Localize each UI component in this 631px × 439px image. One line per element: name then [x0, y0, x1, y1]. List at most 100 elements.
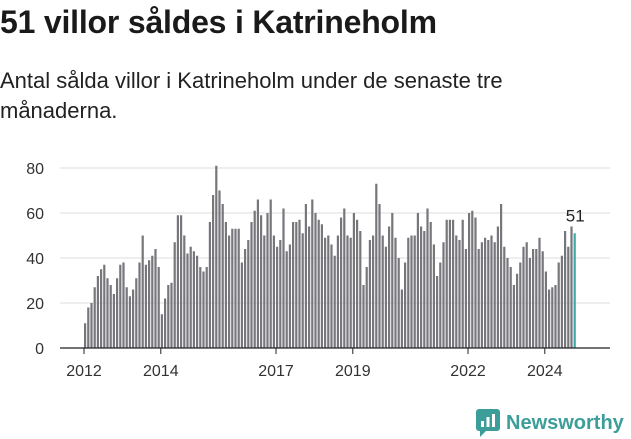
- bar: [237, 228, 240, 348]
- bar: [349, 237, 352, 348]
- bar: [528, 258, 531, 348]
- bar: [330, 244, 333, 348]
- bar: [340, 217, 343, 348]
- bar: [327, 235, 330, 348]
- bar: [119, 264, 122, 348]
- bar: [432, 244, 435, 348]
- bar: [391, 213, 394, 348]
- bar: [461, 219, 464, 348]
- x-tick-label: 2019: [335, 363, 371, 380]
- x-axis-ticks: 2012 2014 2017 2019 2022 2024: [66, 348, 563, 380]
- bar: [471, 210, 474, 348]
- bar: [173, 242, 176, 348]
- bar: [135, 278, 138, 348]
- bar: [189, 246, 192, 348]
- bar: [87, 307, 90, 348]
- bar: [413, 235, 416, 348]
- bar: [346, 235, 349, 348]
- bar: [362, 285, 365, 348]
- x-tick-label: 2024: [527, 363, 563, 380]
- bar: [170, 282, 173, 348]
- bar: [208, 222, 211, 348]
- bar: [167, 285, 170, 348]
- bar: [218, 190, 221, 348]
- bar: [458, 240, 461, 348]
- bar: [298, 219, 301, 348]
- bar: [378, 204, 381, 348]
- bar: [176, 215, 179, 348]
- bar: [164, 298, 167, 348]
- bar: [122, 262, 125, 348]
- bar: [375, 183, 378, 348]
- bar: [535, 249, 538, 348]
- bar: [148, 260, 151, 348]
- bar: [426, 208, 429, 348]
- bar: [496, 226, 499, 348]
- bar: [276, 246, 279, 348]
- bar: [106, 278, 109, 348]
- x-tick-label: 2014: [143, 363, 179, 380]
- bar: [212, 195, 215, 348]
- bar: [564, 231, 567, 348]
- bar: [541, 251, 544, 348]
- bar: [372, 235, 375, 348]
- annotations: 51: [566, 206, 585, 225]
- bar: [317, 219, 320, 348]
- bar: [285, 251, 288, 348]
- bar: [288, 244, 291, 348]
- bar: [151, 255, 154, 348]
- bar: [260, 215, 263, 348]
- y-tick-label: 0: [35, 341, 44, 358]
- bar: [253, 210, 256, 348]
- bar: [436, 276, 439, 348]
- bar: [336, 235, 339, 348]
- bar: [109, 285, 112, 348]
- bar: [365, 267, 368, 348]
- bar: [144, 264, 147, 348]
- y-tick-label: 80: [26, 161, 44, 178]
- x-tick-label: 2022: [450, 363, 486, 380]
- bar: [452, 219, 455, 348]
- bar: [544, 271, 547, 348]
- bar: [308, 226, 311, 348]
- bar: [480, 242, 483, 348]
- bar: [557, 262, 560, 348]
- bar: [228, 235, 231, 348]
- bar: [250, 222, 253, 348]
- bar: [234, 228, 237, 348]
- bar: [410, 235, 413, 348]
- y-tick-label: 20: [26, 296, 44, 313]
- bar: [311, 199, 314, 348]
- bar: [132, 289, 135, 348]
- bar: [320, 224, 323, 348]
- bar: [100, 269, 103, 348]
- bar: [522, 246, 525, 348]
- bar: [199, 267, 202, 348]
- bar: [509, 267, 512, 348]
- bar: [282, 208, 285, 348]
- bar: [186, 253, 189, 348]
- bar: [570, 226, 573, 348]
- bar: [183, 235, 186, 348]
- page-subtitle: Antal sålda villor i Katrineholm under d…: [0, 68, 503, 123]
- x-tick-label: 2012: [66, 363, 102, 380]
- bar: [180, 215, 183, 348]
- bar-highlight: [573, 233, 576, 348]
- bar: [532, 249, 535, 348]
- bar: [359, 231, 362, 348]
- bar: [90, 303, 93, 348]
- bar: [551, 287, 554, 348]
- bar: [256, 199, 259, 348]
- bar: [404, 262, 407, 348]
- bar: [442, 242, 445, 348]
- bar: [439, 262, 442, 348]
- page-title: 51 villor såldes i Katrineholm: [0, 4, 437, 40]
- bar: [567, 246, 570, 348]
- bar: [304, 204, 307, 348]
- bar: [368, 240, 371, 348]
- x-tick-label: 2017: [258, 363, 294, 380]
- bar: [503, 246, 506, 348]
- bar: [324, 237, 327, 348]
- bar: [560, 255, 563, 348]
- bar: [356, 219, 359, 348]
